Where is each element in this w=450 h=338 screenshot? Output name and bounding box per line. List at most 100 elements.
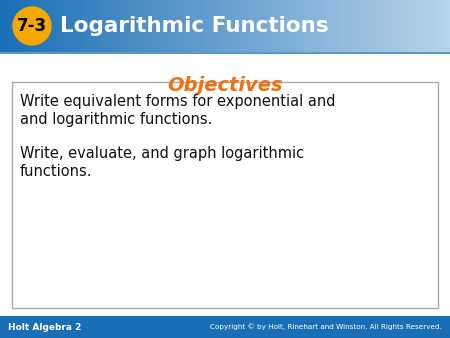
Bar (79, 0, 82, 52)
Bar (386, 0, 390, 52)
Bar (424, 0, 428, 52)
Bar (251, 0, 255, 52)
Bar (319, 0, 323, 52)
Bar (439, 0, 442, 52)
Bar (221, 0, 225, 52)
Bar (116, 0, 120, 52)
Bar (37, 0, 41, 52)
Bar (240, 0, 244, 52)
Bar (330, 0, 334, 52)
Bar (371, 0, 375, 52)
Text: Objectives: Objectives (167, 76, 283, 95)
Bar (165, 0, 169, 52)
Bar (360, 0, 364, 52)
Bar (352, 0, 356, 52)
Bar (90, 0, 94, 52)
Bar (307, 0, 311, 52)
Bar (0, 316, 450, 338)
Bar (270, 0, 274, 52)
Bar (64, 0, 68, 52)
Bar (274, 0, 278, 52)
Bar (158, 0, 161, 52)
Bar (139, 0, 143, 52)
Bar (195, 0, 199, 52)
Bar (420, 0, 424, 52)
Bar (248, 0, 251, 52)
Bar (397, 0, 401, 52)
Bar (169, 0, 172, 52)
Bar (356, 0, 360, 52)
Bar (56, 0, 60, 52)
Bar (394, 0, 397, 52)
Bar (375, 0, 379, 52)
Bar (45, 0, 49, 52)
Bar (75, 0, 79, 52)
Bar (143, 0, 146, 52)
Text: Write, evaluate, and graph logarithmic: Write, evaluate, and graph logarithmic (20, 146, 304, 161)
Bar (233, 0, 236, 52)
Bar (60, 0, 64, 52)
Bar (19, 0, 23, 52)
Bar (217, 0, 221, 52)
Bar (34, 0, 37, 52)
Bar (11, 0, 15, 52)
Bar (225, 0, 229, 52)
Bar (334, 0, 338, 52)
Bar (289, 0, 293, 52)
Bar (311, 0, 315, 52)
Bar (390, 0, 394, 52)
Bar (338, 0, 341, 52)
Bar (401, 0, 405, 52)
Bar (22, 0, 26, 52)
Bar (172, 0, 176, 52)
Circle shape (13, 7, 51, 45)
Bar (8, 0, 11, 52)
Bar (124, 0, 127, 52)
Bar (210, 0, 214, 52)
Bar (304, 0, 307, 52)
Bar (30, 0, 34, 52)
Bar (278, 0, 281, 52)
Bar (379, 0, 382, 52)
Bar (98, 0, 101, 52)
Text: functions.: functions. (20, 164, 93, 179)
Bar (368, 0, 371, 52)
Text: Logarithmic Functions: Logarithmic Functions (60, 16, 328, 36)
Bar (345, 0, 349, 52)
Bar (435, 0, 439, 52)
Bar (409, 0, 413, 52)
Bar (26, 0, 30, 52)
Bar (382, 0, 386, 52)
Bar (255, 0, 259, 52)
Bar (405, 0, 409, 52)
Text: Holt Algebra 2: Holt Algebra 2 (8, 322, 81, 332)
Bar (68, 0, 71, 52)
Bar (244, 0, 248, 52)
Bar (0, 52, 450, 54)
Bar (300, 0, 304, 52)
Bar (0, 0, 4, 52)
Bar (109, 0, 112, 52)
Bar (262, 0, 266, 52)
Text: and logarithmic functions.: and logarithmic functions. (20, 112, 212, 127)
Bar (49, 0, 53, 52)
Bar (236, 0, 240, 52)
Bar (323, 0, 326, 52)
Bar (86, 0, 90, 52)
Bar (229, 0, 233, 52)
Bar (15, 0, 19, 52)
Bar (120, 0, 124, 52)
Bar (206, 0, 210, 52)
Bar (41, 0, 45, 52)
Bar (154, 0, 157, 52)
Bar (135, 0, 139, 52)
Bar (112, 0, 116, 52)
Bar (281, 0, 285, 52)
Bar (214, 0, 217, 52)
Bar (71, 0, 75, 52)
Bar (296, 0, 300, 52)
Text: Copyright © by Holt, Rinehart and Winston. All Rights Reserved.: Copyright © by Holt, Rinehart and Winsto… (210, 324, 442, 330)
Bar (82, 0, 86, 52)
Bar (184, 0, 188, 52)
Bar (131, 0, 135, 52)
